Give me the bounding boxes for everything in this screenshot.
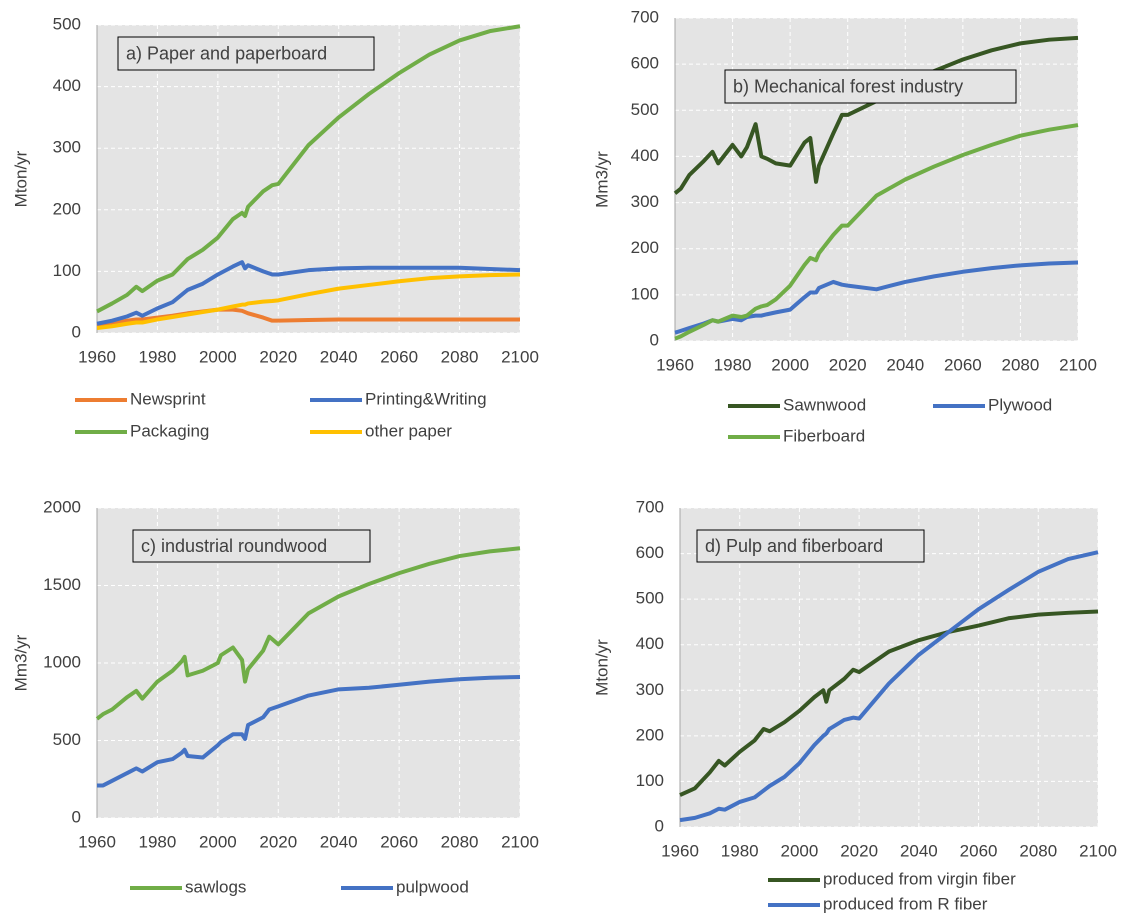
y-tick-label: 0	[72, 322, 81, 341]
y-tick-label: 1500	[43, 575, 81, 594]
x-tick-label: 1980	[139, 832, 177, 851]
legend-label: produced from virgin fiber	[823, 869, 1016, 888]
x-tick-label: 2040	[886, 355, 924, 374]
y-tick-label: 100	[631, 284, 659, 303]
x-tick-label: 2080	[1019, 841, 1057, 860]
legend-label: Printing&Writing	[365, 389, 487, 408]
data-line	[679, 609, 1099, 797]
legend-label: sawlogs	[185, 877, 246, 896]
annotation-box	[132, 529, 371, 563]
x-tick-label: 2040	[320, 832, 358, 851]
y-tick-label: 400	[636, 634, 664, 653]
x-tick-label: 2080	[441, 832, 479, 851]
x-tick-label: 2080	[1002, 355, 1040, 374]
y-tick-label: 400	[631, 146, 659, 165]
data-line	[95, 546, 521, 721]
annotation-box	[724, 69, 1017, 104]
y-tick-label: 0	[650, 330, 659, 349]
legend-label: produced from R fiber	[823, 894, 988, 913]
x-tick-label: 2040	[320, 347, 358, 366]
data-line	[96, 24, 521, 314]
y-tick-label: 500	[631, 100, 659, 119]
y-axis-label: Mton/yr	[11, 150, 30, 207]
plot-area	[675, 18, 1078, 341]
legend-label: Packaging	[130, 421, 209, 440]
x-tick-label: 2020	[259, 832, 297, 851]
annotation: a) Paper and paperboard	[126, 43, 327, 63]
y-tick-label: 500	[53, 730, 81, 749]
legend-label: other paper	[365, 421, 452, 440]
data-line	[96, 272, 521, 331]
x-tick-label: 1980	[721, 841, 759, 860]
y-tick-label: 300	[53, 138, 81, 157]
y-axis-label: Mm3/yr	[592, 151, 611, 208]
legend-label: Fiberboard	[783, 426, 865, 445]
annotation: b) Mechanical forest industry	[733, 76, 963, 96]
x-tick-label: 2040	[900, 841, 938, 860]
y-tick-label: 1000	[43, 652, 81, 671]
y-tick-label: 2000	[43, 497, 81, 516]
x-tick-label: 2020	[259, 347, 297, 366]
annotation: c) industrial roundwood	[141, 536, 327, 556]
y-tick-label: 300	[636, 680, 664, 699]
x-tick-label: 2060	[944, 355, 982, 374]
plot-area	[97, 25, 520, 333]
legend-label: Plywood	[988, 395, 1052, 414]
x-tick-label: 2100	[501, 347, 539, 366]
x-tick-label: 2100	[1079, 841, 1117, 860]
y-tick-label: 500	[53, 14, 81, 33]
y-tick-label: 600	[636, 543, 664, 562]
annotation-box	[117, 36, 375, 71]
y-tick-label: 400	[53, 76, 81, 95]
x-tick-label: 2060	[380, 832, 418, 851]
y-tick-label: 700	[636, 497, 664, 516]
y-tick-label: 500	[636, 589, 664, 608]
y-tick-label: 600	[631, 54, 659, 73]
legend-label: Newsprint	[130, 389, 206, 408]
x-tick-label: 2060	[960, 841, 998, 860]
y-tick-label: 300	[631, 192, 659, 211]
y-tick-label: 700	[631, 7, 659, 26]
annotation-box	[696, 529, 925, 563]
x-tick-label: 1960	[661, 841, 699, 860]
annotation: d) Pulp and fiberboard	[705, 536, 883, 556]
x-tick-label: 2020	[840, 841, 878, 860]
x-tick-label: 1980	[714, 355, 752, 374]
x-tick-label: 2080	[441, 347, 479, 366]
x-tick-label: 2000	[199, 347, 237, 366]
y-axis-label: Mton/yr	[592, 639, 611, 696]
y-tick-label: 100	[636, 771, 664, 790]
x-tick-label: 1960	[656, 355, 694, 374]
y-tick-label: 100	[53, 261, 81, 280]
y-tick-label: 200	[636, 725, 664, 744]
x-tick-label: 2000	[781, 841, 819, 860]
data-line	[96, 307, 520, 328]
x-tick-label: 2020	[829, 355, 867, 374]
x-tick-label: 2060	[380, 347, 418, 366]
data-line	[96, 260, 521, 326]
data-line	[674, 123, 1079, 341]
x-tick-label: 2000	[771, 355, 809, 374]
y-axis-label: Mm3/yr	[11, 634, 30, 691]
y-tick-label: 200	[631, 238, 659, 257]
y-tick-label: 0	[72, 807, 81, 826]
legend-label: pulpwood	[396, 877, 469, 896]
x-tick-label: 2000	[199, 832, 237, 851]
x-tick-label: 2100	[1059, 355, 1097, 374]
data-line	[97, 674, 521, 788]
x-tick-label: 2100	[501, 832, 539, 851]
x-tick-label: 1960	[78, 347, 116, 366]
data-line	[673, 35, 1079, 195]
y-tick-label: 200	[53, 199, 81, 218]
x-tick-label: 1980	[139, 347, 177, 366]
data-line	[679, 550, 1099, 823]
legend-label: Sawnwood	[783, 395, 866, 414]
y-tick-label: 0	[655, 816, 664, 835]
x-tick-label: 1960	[78, 832, 116, 851]
